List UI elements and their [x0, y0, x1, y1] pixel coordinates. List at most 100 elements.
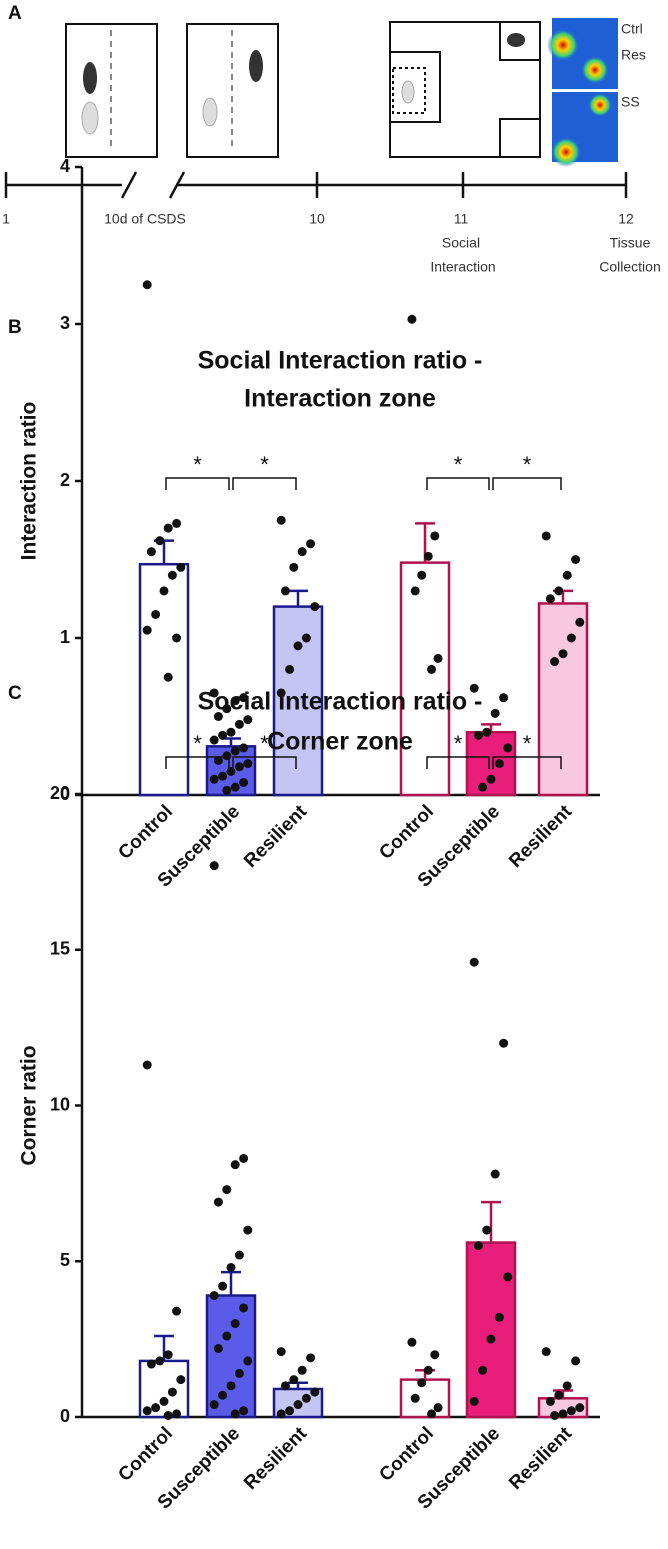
data-point — [230, 1409, 240, 1419]
data-point — [276, 688, 286, 698]
data-point — [163, 672, 173, 682]
data-point — [163, 1350, 173, 1360]
data-point — [167, 570, 177, 580]
chart-title: Social Interaction ratio - — [198, 688, 483, 716]
data-point — [209, 735, 219, 745]
data-point — [209, 1400, 219, 1410]
data-point — [142, 625, 152, 635]
y-axis-label: Corner ratio — [18, 1045, 41, 1165]
mouse — [401, 80, 415, 104]
data-point — [239, 1153, 249, 1163]
significance-label: * — [454, 452, 463, 477]
data-point — [239, 777, 249, 787]
data-point — [571, 1356, 581, 1366]
data-point — [499, 693, 509, 703]
data-point — [218, 1281, 228, 1291]
x-tick-label: Resilient — [505, 801, 576, 872]
data-point — [478, 782, 488, 792]
corner-zone — [499, 118, 541, 158]
data-point — [151, 1403, 161, 1413]
data-point — [469, 683, 479, 693]
data-point — [494, 759, 504, 769]
enclosure — [392, 67, 426, 114]
data-point — [213, 755, 223, 765]
data-point — [155, 536, 165, 546]
significance-bracket — [165, 756, 230, 769]
data-point — [243, 759, 253, 769]
bar — [465, 730, 517, 797]
significance-bracket — [492, 756, 562, 769]
data-point — [499, 1038, 509, 1048]
data-point — [410, 1393, 420, 1403]
significance-label: * — [523, 452, 532, 477]
data-point — [293, 641, 303, 651]
bar — [272, 605, 324, 797]
data-point — [575, 617, 585, 627]
data-point — [243, 1225, 253, 1235]
significance-bracket — [232, 477, 297, 490]
error-bar — [154, 1334, 174, 1361]
significance-bracket — [426, 756, 490, 769]
data-point — [545, 1396, 555, 1406]
data-point — [306, 1353, 316, 1363]
significance-bracket — [165, 477, 230, 490]
heatmap-spot — [588, 93, 612, 117]
heatmap-label: Res — [621, 47, 646, 63]
data-point — [490, 708, 500, 718]
y-tick-label: 2 — [60, 470, 70, 490]
data-point — [469, 957, 479, 967]
data-point — [503, 1272, 513, 1282]
data-point — [176, 1375, 186, 1385]
data-point — [417, 1378, 427, 1388]
data-point — [172, 1409, 182, 1419]
panel-label: B — [8, 317, 22, 338]
data-point — [571, 555, 581, 564]
data-point — [430, 531, 440, 541]
significance-label: * — [454, 731, 463, 756]
data-point — [486, 1334, 496, 1344]
data-point — [482, 1225, 492, 1235]
data-point — [142, 1406, 152, 1416]
mouse — [249, 50, 263, 82]
heatmap-spot — [551, 137, 581, 167]
data-point — [239, 1303, 249, 1313]
data-point — [482, 727, 492, 737]
mouse — [83, 62, 97, 94]
stage-label: Collection — [599, 259, 660, 275]
x-tick-label: Control — [375, 1423, 438, 1486]
data-point — [234, 1368, 244, 1378]
bar — [465, 1241, 517, 1419]
data-point — [558, 1409, 568, 1419]
data-point — [575, 1403, 585, 1413]
data-point — [155, 1356, 165, 1366]
error-bar — [221, 1270, 241, 1296]
data-point — [218, 771, 228, 781]
data-point — [209, 688, 219, 698]
data-point — [486, 774, 496, 784]
data-point — [234, 1250, 244, 1260]
data-point — [243, 1356, 253, 1366]
data-point — [142, 280, 152, 290]
chart-title: Corner zone — [267, 728, 413, 756]
data-point — [423, 1365, 433, 1375]
mouse — [507, 33, 525, 47]
significance-label: * — [523, 731, 532, 756]
data-point — [243, 715, 253, 725]
error-bar — [288, 589, 308, 607]
cage — [65, 23, 158, 158]
data-point — [301, 633, 311, 643]
y-tick-label: 15 — [50, 939, 70, 959]
data-point — [503, 743, 513, 753]
interaction-zone — [389, 51, 441, 123]
data-point — [276, 515, 286, 525]
data-point — [280, 586, 290, 596]
data-point — [226, 766, 236, 776]
data-point — [490, 1169, 500, 1179]
y-tick-label: 4 — [60, 156, 70, 176]
chart-title: Interaction zone — [244, 385, 436, 413]
data-point — [306, 539, 316, 549]
data-point — [566, 633, 576, 643]
data-point — [239, 1406, 249, 1416]
data-point — [226, 727, 236, 737]
